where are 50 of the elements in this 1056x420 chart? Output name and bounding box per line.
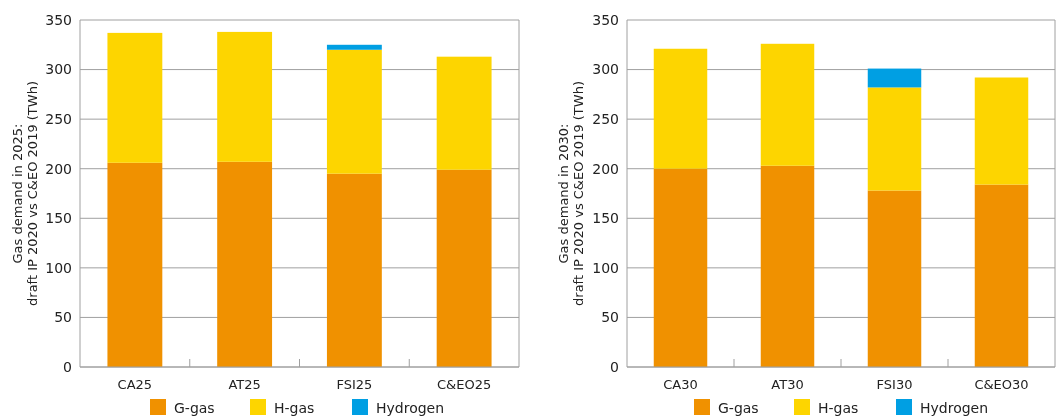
bar xyxy=(974,184,1029,367)
bar xyxy=(217,161,273,367)
legend-label: G-gas xyxy=(718,400,759,416)
x-tick-label: CA30 xyxy=(663,377,698,392)
bar xyxy=(107,162,163,367)
bar xyxy=(326,44,382,50)
x-tick-label: AT25 xyxy=(228,377,261,392)
bar xyxy=(867,87,922,191)
y-tick-label: 200 xyxy=(592,160,619,177)
bar xyxy=(326,173,382,367)
y-tick-label: 250 xyxy=(592,111,619,128)
y-tick-label: 200 xyxy=(45,160,72,177)
bar xyxy=(653,48,708,169)
x-tick-label: FSI25 xyxy=(336,377,373,392)
bar xyxy=(436,56,492,170)
legend-label: G-gas xyxy=(174,400,215,416)
bar xyxy=(867,190,922,367)
legend-label: Hydrogen xyxy=(920,400,989,416)
y-tick-label: 250 xyxy=(45,111,72,128)
bar xyxy=(760,43,815,166)
x-tick-label: AT30 xyxy=(771,377,804,392)
y-tick-label: 0 xyxy=(63,358,72,375)
bar xyxy=(974,77,1029,185)
x-tick-label: CA25 xyxy=(117,377,153,392)
y-tick-label: 300 xyxy=(45,61,72,78)
bar xyxy=(653,168,708,367)
y-tick-label: 100 xyxy=(45,259,72,276)
bar xyxy=(326,49,382,174)
y-tick-label: 100 xyxy=(592,259,619,276)
y-tick-label: 350 xyxy=(592,11,619,28)
x-tick-label: FSI30 xyxy=(876,377,913,392)
y-tick-label: 0 xyxy=(610,358,619,375)
legend-label: H-gas xyxy=(818,400,859,416)
bar xyxy=(867,68,922,88)
y-tick-label: 150 xyxy=(592,210,619,227)
bar xyxy=(217,31,273,162)
y-axis-title: Gas demand in 2030: draft IP 2020 vs C&EO 2019 (TWh) xyxy=(556,81,586,306)
y-tick-label: 150 xyxy=(45,210,72,227)
bar xyxy=(760,165,815,367)
y-tick-label: 300 xyxy=(592,61,619,78)
y-tick-label: 50 xyxy=(601,309,619,326)
x-tick-label: C&EO30 xyxy=(974,377,1029,392)
y-axis-title: Gas demand in 2025: draft IP 2020 vs C&EO 2019 (TWh) xyxy=(10,81,40,306)
legend-label: Hydrogen xyxy=(376,400,445,416)
bar xyxy=(436,169,492,367)
y-tick-label: 50 xyxy=(54,309,72,326)
legend-label: H-gas xyxy=(274,400,315,416)
y-tick-label: 350 xyxy=(45,11,72,28)
bar xyxy=(107,32,163,163)
x-tick-label: C&EO25 xyxy=(437,377,492,392)
